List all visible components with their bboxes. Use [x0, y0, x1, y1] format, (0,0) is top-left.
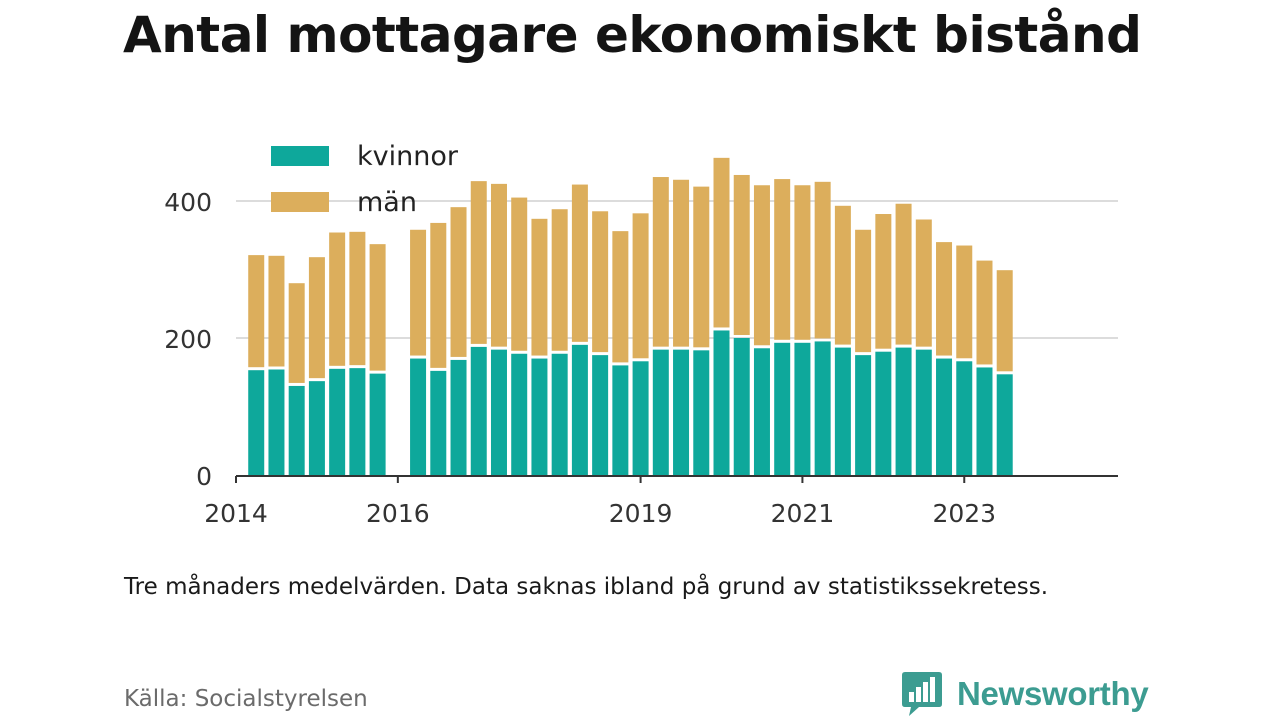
- bar-man: [430, 222, 447, 368]
- bar-man: [915, 219, 932, 347]
- bar-kvinnor: [430, 370, 447, 475]
- legend-label: kvinnor: [357, 141, 459, 172]
- bar-kvinnor: [713, 330, 730, 475]
- bar-man: [895, 203, 912, 345]
- y-tick-label: 200: [164, 325, 212, 354]
- bar-man: [733, 174, 750, 335]
- bar-man: [288, 283, 305, 383]
- bar-kvinnor: [996, 374, 1013, 475]
- brand-logo: Newsworthy: [901, 670, 1149, 718]
- bar-kvinnor: [794, 342, 811, 475]
- chart-note: Tre månaders medelvärden. Data saknas ib…: [124, 574, 1049, 600]
- bar-kvinnor: [834, 347, 851, 475]
- axes: 0 200 400 2014 2016 2019 2021 2023: [164, 188, 1118, 528]
- bar-kvinnor: [612, 365, 629, 475]
- bar-kvinnor: [733, 338, 750, 475]
- bar-kvinnor: [329, 368, 346, 475]
- bar-kvinnor: [531, 358, 548, 475]
- bar-kvinnor: [369, 373, 386, 475]
- bar-kvinnor: [349, 368, 366, 475]
- bar-man: [369, 244, 386, 371]
- bar-man: [531, 218, 548, 356]
- bar-man: [713, 157, 730, 328]
- bar-man: [996, 270, 1013, 372]
- bars: [248, 157, 1013, 475]
- chart-title: Antal mottagare ekonomiskt bistånd: [123, 6, 1142, 64]
- bar-man: [956, 245, 973, 359]
- bar-kvinnor: [268, 369, 285, 475]
- bar-man: [652, 177, 669, 347]
- bar-kvinnor: [450, 359, 467, 475]
- source-credit: Källa: Socialstyrelsen: [124, 686, 368, 712]
- bar-man: [753, 185, 770, 346]
- bar-man: [450, 207, 467, 357]
- bar-man: [490, 183, 507, 347]
- bar-man: [693, 186, 710, 348]
- bar-kvinnor: [915, 349, 932, 475]
- bar-kvinnor: [875, 351, 892, 475]
- legend: kvinnor män: [271, 141, 459, 218]
- bar-man: [936, 242, 953, 356]
- bar-kvinnor: [693, 350, 710, 475]
- bar-man: [410, 229, 427, 356]
- bar-man: [592, 211, 609, 353]
- bar-man: [673, 179, 690, 347]
- bar-man: [268, 255, 285, 367]
- bar-kvinnor: [632, 361, 649, 475]
- bar-kvinnor: [936, 358, 953, 475]
- legend-label: män: [357, 187, 417, 218]
- bar-man: [855, 229, 872, 353]
- bar-kvinnor: [592, 355, 609, 475]
- bar-man: [612, 231, 629, 363]
- bar-kvinnor: [410, 358, 427, 475]
- bar-man: [308, 257, 325, 379]
- legend-swatch-man: [271, 192, 329, 212]
- bar-kvinnor: [288, 385, 305, 475]
- bar-man: [571, 184, 588, 342]
- bar-man: [875, 214, 892, 349]
- bar-kvinnor: [551, 353, 568, 475]
- bar-kvinnor: [490, 349, 507, 475]
- x-tick-label: 2019: [609, 499, 673, 528]
- bar-kvinnor: [976, 367, 993, 475]
- bar-kvinnor: [753, 348, 770, 475]
- bar-man: [329, 232, 346, 366]
- bar-kvinnor: [308, 381, 325, 475]
- bar-man: [349, 231, 366, 366]
- bar-kvinnor: [895, 347, 912, 475]
- bar-kvinnor: [470, 346, 487, 475]
- bar-kvinnor: [855, 355, 872, 475]
- bar-kvinnor: [652, 349, 669, 475]
- bar-man: [774, 179, 791, 340]
- y-tick-label: 400: [164, 188, 212, 217]
- x-tick-label: 2014: [204, 499, 268, 528]
- bar-kvinnor: [571, 344, 588, 475]
- x-tick-label: 2016: [366, 499, 430, 528]
- bar-kvinnor: [774, 342, 791, 475]
- brand-name: Newsworthy: [957, 675, 1149, 712]
- bar-man: [632, 213, 649, 359]
- legend-swatch-kvinnor: [271, 146, 329, 166]
- bar-kvinnor: [814, 341, 831, 475]
- bar-man: [976, 260, 993, 365]
- x-tick-label: 2023: [932, 499, 996, 528]
- y-tick-label: 0: [196, 462, 212, 491]
- x-tick-label: 2021: [771, 499, 835, 528]
- bar-kvinnor: [956, 361, 973, 475]
- bar-kvinnor: [248, 370, 265, 475]
- bar-man: [470, 181, 487, 344]
- bar-kvinnor: [511, 353, 528, 475]
- bar-man: [794, 185, 811, 340]
- stacked-bar-chart: 0 200 400 2014 2016 2019 2021 2023 kvinnor män: [164, 141, 1118, 528]
- bar-kvinnor: [673, 349, 690, 475]
- bar-man: [248, 255, 265, 368]
- bar-man: [511, 197, 528, 351]
- bar-man: [551, 209, 568, 351]
- bar-man: [834, 205, 851, 345]
- newsworthy-logo-icon: [902, 672, 942, 716]
- bar-man: [814, 181, 831, 339]
